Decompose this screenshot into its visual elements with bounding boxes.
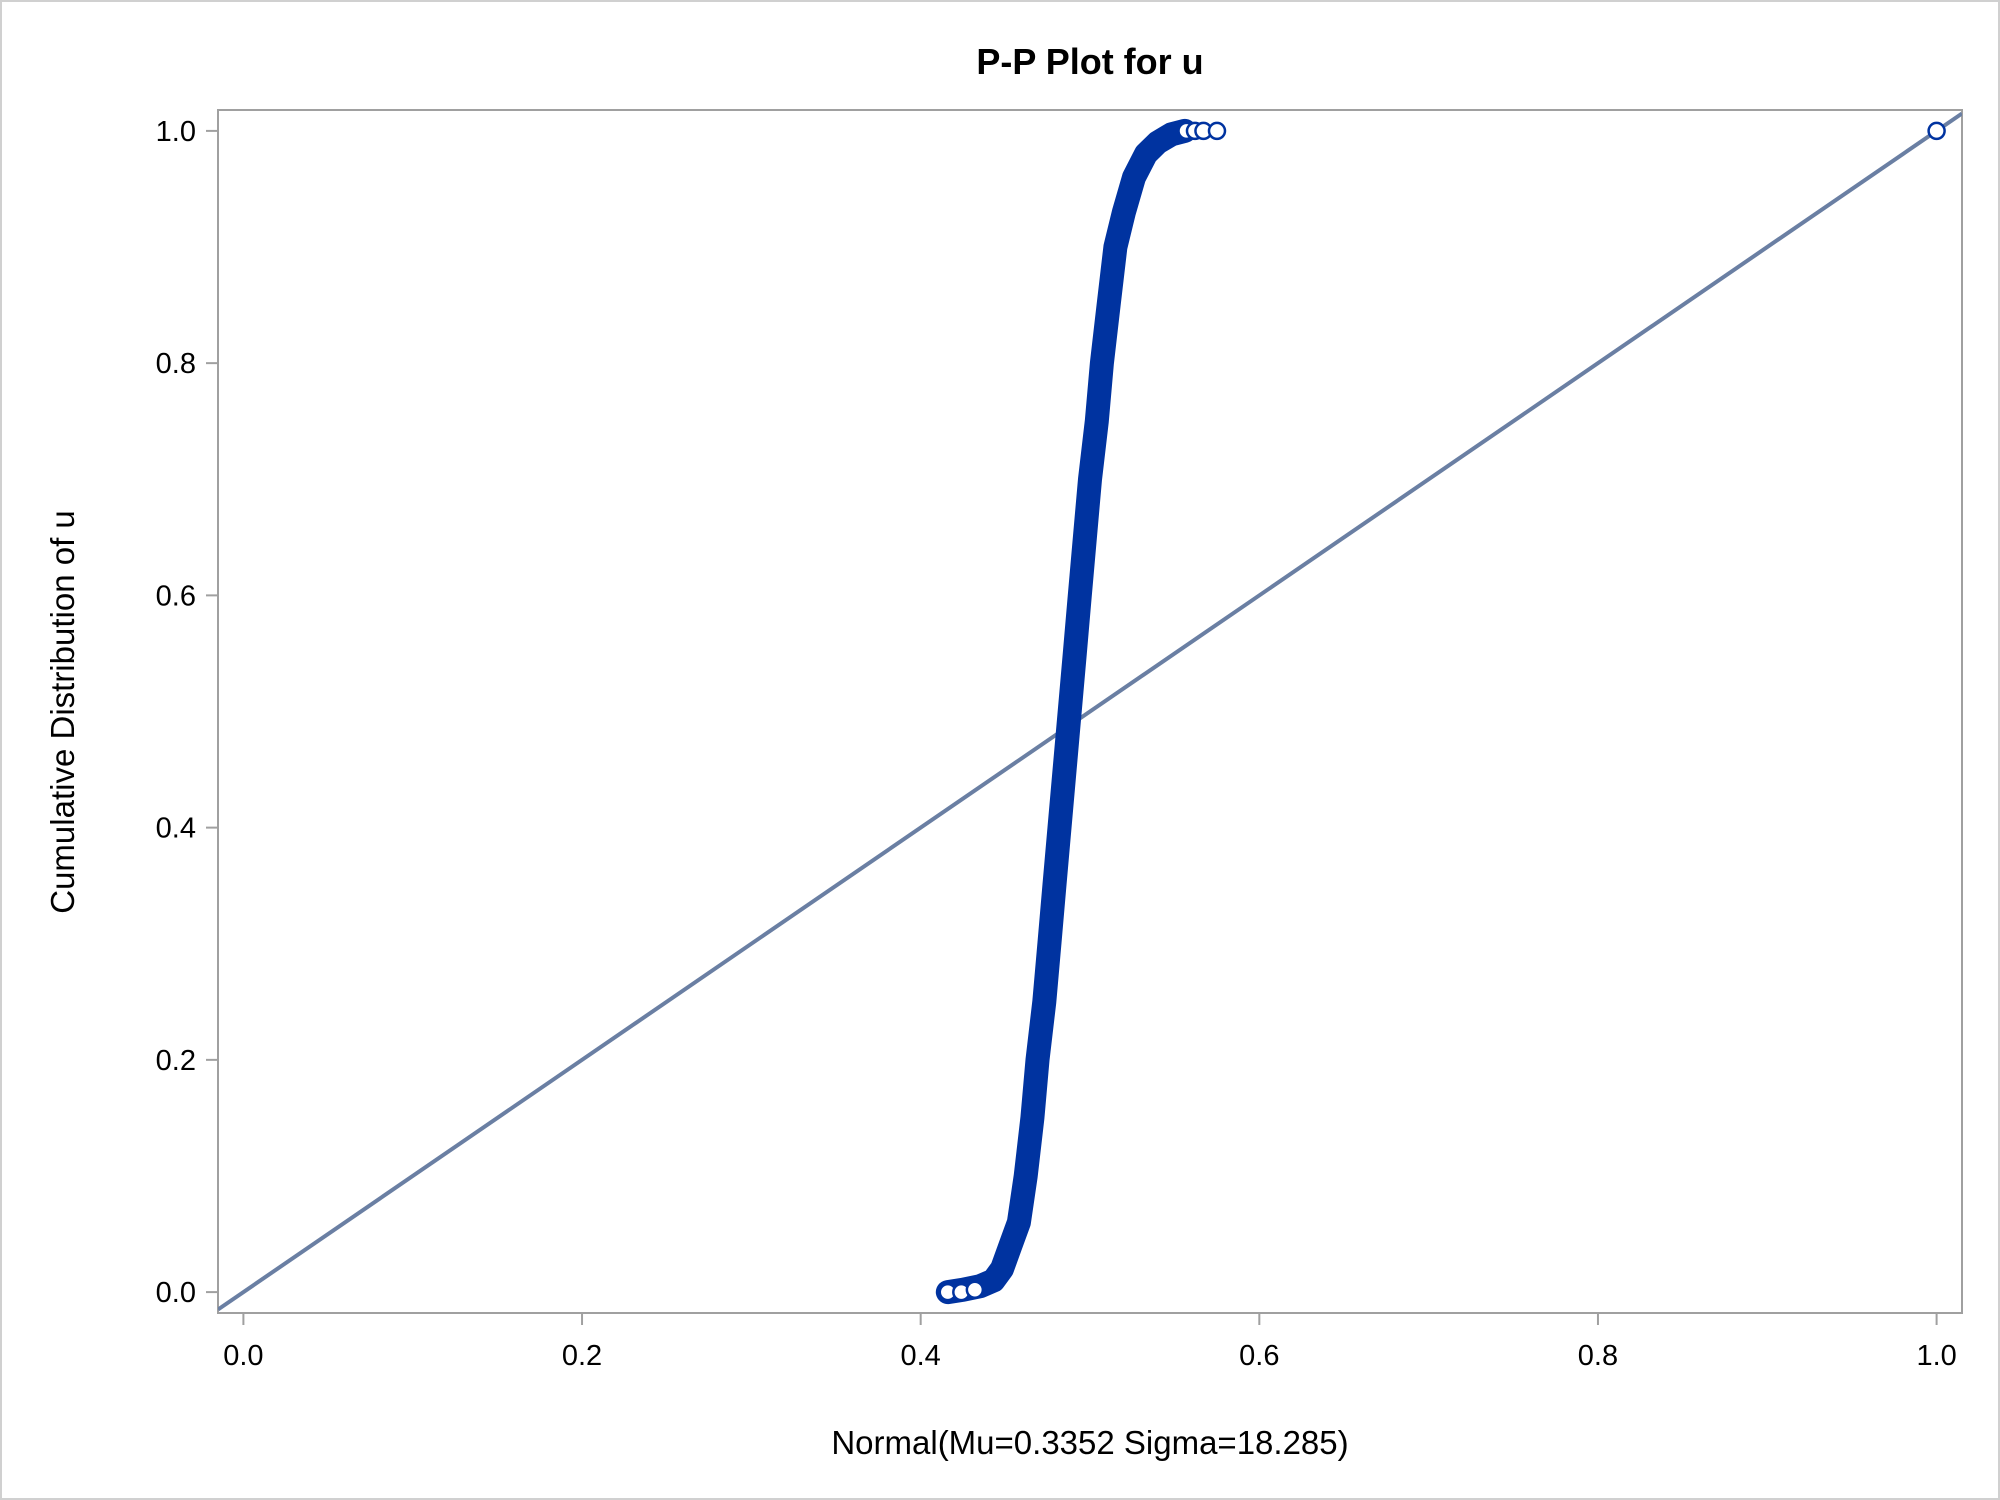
y-tick-label: 0.6 <box>156 580 196 612</box>
chart-title: P-P Plot for u <box>976 41 1203 82</box>
data-series-layer <box>935 118 1946 1305</box>
x-tick-label: 0.4 <box>901 1340 941 1372</box>
reference-line-layer <box>218 111 1962 1312</box>
y-tick-label: 1.0 <box>156 116 196 148</box>
y-axis-label: Cumulative Distribution of u <box>44 510 81 914</box>
reference-line <box>218 111 1962 1312</box>
y-tick-label: 0.4 <box>156 813 196 845</box>
x-tick-label: 0.2 <box>562 1340 602 1372</box>
data-point <box>965 1280 985 1300</box>
x-tick-label: 1.0 <box>1916 1340 1956 1372</box>
x-axis: 0.0 0.2 0.4 0.6 0.8 1.0 <box>223 1313 1957 1372</box>
x-tick-label: 0.0 <box>223 1340 263 1372</box>
data-point <box>1927 121 1946 141</box>
data-points-band <box>935 118 1197 1305</box>
y-tick-label: 0.2 <box>156 1045 196 1077</box>
x-axis-label: Normal(Mu=0.3352 Sigma=18.285) <box>831 1424 1348 1461</box>
data-point <box>1207 121 1227 141</box>
x-tick-label: 0.6 <box>1239 1340 1279 1372</box>
plot-area <box>217 109 1963 1314</box>
y-axis: 0.0 0.2 0.4 0.6 0.8 1.0 <box>156 116 218 1309</box>
y-tick-label: 0.8 <box>156 348 196 380</box>
y-tick-label: 0.0 <box>156 1277 196 1309</box>
x-tick-label: 0.8 <box>1578 1340 1618 1372</box>
